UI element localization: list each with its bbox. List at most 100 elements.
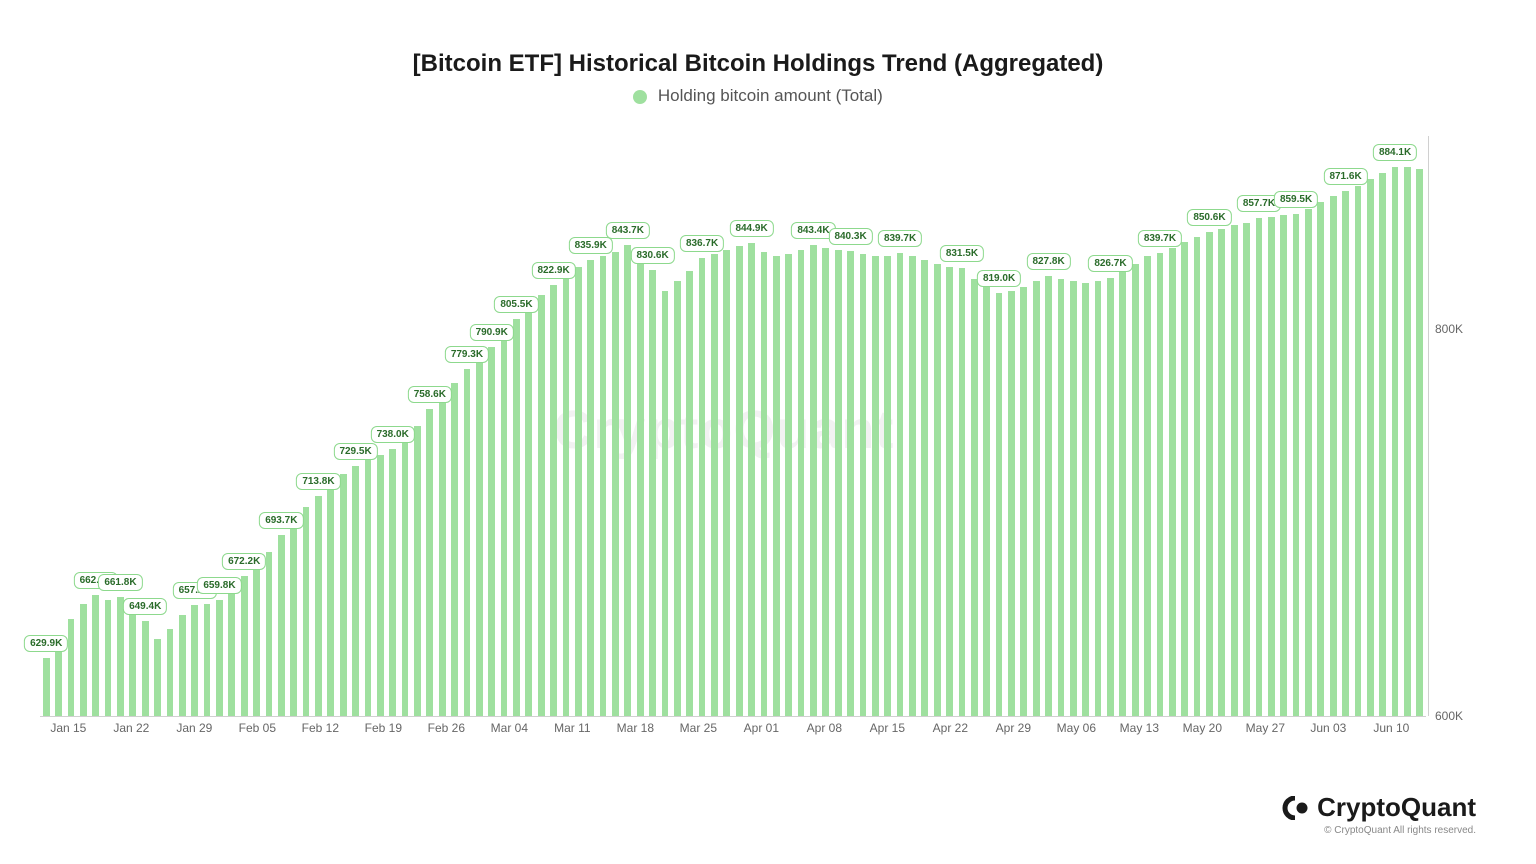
data-label: 840.3K bbox=[828, 228, 872, 245]
bar bbox=[1107, 278, 1114, 716]
bar bbox=[699, 258, 706, 716]
bar bbox=[1367, 179, 1374, 716]
bar bbox=[68, 619, 75, 716]
x-tick: May 20 bbox=[1183, 721, 1222, 735]
bar bbox=[674, 281, 681, 716]
bar bbox=[996, 293, 1003, 716]
bar bbox=[439, 395, 446, 716]
bar bbox=[1293, 214, 1300, 716]
bar bbox=[773, 256, 780, 716]
brand-logo: CryptoQuant bbox=[1281, 792, 1476, 823]
data-label: 661.8K bbox=[98, 574, 142, 591]
bar bbox=[476, 358, 483, 716]
bar bbox=[43, 658, 50, 716]
data-label: 758.6K bbox=[408, 386, 452, 403]
data-label: 819.0K bbox=[977, 270, 1021, 287]
bar bbox=[80, 604, 87, 716]
bar bbox=[228, 590, 235, 716]
bar bbox=[1404, 167, 1411, 716]
bar bbox=[253, 565, 260, 716]
bar bbox=[117, 597, 124, 716]
data-label: 738.0K bbox=[371, 426, 415, 443]
bars-wrap: 629.9K662.4K661.8K649.4K657.2K659.8K672.… bbox=[40, 136, 1426, 716]
data-label: 843.7K bbox=[606, 222, 650, 239]
x-tick: Jan 15 bbox=[50, 721, 86, 735]
bar bbox=[884, 256, 891, 716]
bar bbox=[340, 474, 347, 716]
bar bbox=[142, 621, 149, 717]
x-tick: May 27 bbox=[1246, 721, 1285, 735]
bar bbox=[1280, 215, 1287, 716]
data-label: 836.7K bbox=[680, 235, 724, 252]
bar bbox=[1132, 264, 1139, 716]
data-label: 844.9K bbox=[729, 220, 773, 237]
bar bbox=[402, 438, 409, 716]
bar bbox=[1119, 271, 1126, 716]
data-label: 729.5K bbox=[333, 443, 377, 460]
legend-label: Holding bitcoin amount (Total) bbox=[658, 86, 883, 105]
plot-area: CryptoQuant 629.9K662.4K661.8K649.4K657.… bbox=[40, 136, 1476, 736]
chart-container: [Bitcoin ETF] Historical Bitcoin Holding… bbox=[0, 0, 1536, 864]
x-tick: Jan 29 bbox=[176, 721, 212, 735]
data-label: 805.5K bbox=[494, 296, 538, 313]
data-label: 713.8K bbox=[296, 473, 340, 490]
bar bbox=[1169, 248, 1176, 716]
brand-copyright: © CryptoQuant All rights reserved. bbox=[1281, 825, 1476, 836]
bar bbox=[946, 267, 953, 716]
bar bbox=[1033, 281, 1040, 716]
bar bbox=[600, 256, 607, 716]
bar bbox=[983, 287, 990, 716]
bar bbox=[167, 629, 174, 716]
bar bbox=[315, 496, 322, 716]
bar bbox=[154, 639, 161, 716]
data-label: 790.9K bbox=[470, 324, 514, 341]
bar bbox=[822, 248, 829, 716]
branding-block: CryptoQuant © CryptoQuant All rights res… bbox=[1281, 792, 1476, 836]
bar bbox=[204, 604, 211, 716]
bar bbox=[426, 409, 433, 716]
legend-dot-icon bbox=[633, 90, 647, 104]
bar bbox=[501, 333, 508, 716]
brand-name: CryptoQuant bbox=[1317, 792, 1476, 823]
data-label: 826.7K bbox=[1088, 255, 1132, 272]
bar bbox=[1330, 196, 1337, 716]
x-tick: Mar 04 bbox=[491, 721, 528, 735]
data-label: 779.3K bbox=[445, 346, 489, 363]
bar bbox=[352, 466, 359, 716]
bar bbox=[1305, 209, 1312, 716]
x-tick: Apr 15 bbox=[870, 721, 905, 735]
bar bbox=[1231, 225, 1238, 716]
bar bbox=[909, 256, 916, 716]
bar bbox=[785, 254, 792, 716]
bar bbox=[971, 279, 978, 716]
data-label: 649.4K bbox=[123, 598, 167, 615]
bar bbox=[525, 306, 532, 716]
bar bbox=[686, 271, 693, 716]
x-tick: May 06 bbox=[1057, 721, 1096, 735]
y-axis: 600K800K bbox=[1428, 136, 1476, 716]
data-label: 839.7K bbox=[1138, 230, 1182, 247]
x-tick: Apr 29 bbox=[996, 721, 1031, 735]
bar bbox=[1342, 191, 1349, 716]
bar bbox=[624, 245, 631, 716]
x-tick: Mar 18 bbox=[617, 721, 654, 735]
data-label: 850.6K bbox=[1187, 209, 1231, 226]
data-label: 672.2K bbox=[222, 553, 266, 570]
y-tick: 600K bbox=[1435, 709, 1463, 723]
bar bbox=[290, 519, 297, 716]
bar bbox=[1194, 237, 1201, 716]
x-axis: Jan 15Jan 22Jan 29Feb 05Feb 12Feb 19Feb … bbox=[40, 716, 1426, 736]
bar bbox=[1058, 279, 1065, 716]
bar bbox=[538, 295, 545, 716]
x-tick: Jan 22 bbox=[113, 721, 149, 735]
x-tick: Jun 03 bbox=[1310, 721, 1346, 735]
x-tick: Feb 05 bbox=[239, 721, 276, 735]
bar bbox=[959, 268, 966, 716]
bar bbox=[1045, 276, 1052, 716]
x-tick: Apr 08 bbox=[807, 721, 842, 735]
x-tick: Feb 12 bbox=[302, 721, 339, 735]
chart-legend: Holding bitcoin amount (Total) bbox=[40, 86, 1476, 106]
bar bbox=[55, 648, 62, 716]
bar bbox=[649, 270, 656, 716]
bar bbox=[711, 254, 718, 716]
